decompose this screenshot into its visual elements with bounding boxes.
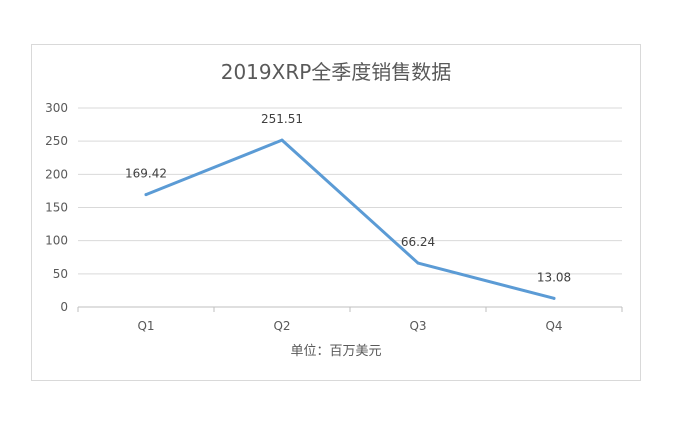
y-tick-label: 100 xyxy=(45,234,68,248)
x-axis: Q1 Q2 Q3 Q4 xyxy=(77,307,623,333)
x-axis-title: 单位：百万美元 xyxy=(290,344,381,359)
chart-frame xyxy=(31,44,641,381)
y-axis-ticks: 0 50 100 150 200 250 300 xyxy=(45,101,68,314)
y-tick-label: 300 xyxy=(45,101,68,115)
data-point xyxy=(280,138,284,142)
chart-title: 2019XRP全季度销售数据 xyxy=(221,60,452,84)
data-label: 169.42 xyxy=(125,167,167,181)
y-tick-label: 0 xyxy=(60,300,68,314)
data-label: 13.08 xyxy=(537,270,571,284)
y-tick-label: 150 xyxy=(45,201,68,215)
x-tick-label: Q3 xyxy=(409,319,426,333)
y-tick-label: 200 xyxy=(45,167,68,181)
y-tick-label: 250 xyxy=(45,134,68,148)
x-tick-label: Q4 xyxy=(545,319,562,333)
x-tick-label: Q1 xyxy=(137,319,154,333)
data-label: 251.51 xyxy=(261,112,303,126)
gridlines xyxy=(78,107,622,308)
y-tick-label: 50 xyxy=(53,267,68,281)
data-point xyxy=(416,261,420,265)
x-tick-label: Q2 xyxy=(273,319,290,333)
data-point xyxy=(552,296,556,300)
series-layer xyxy=(144,138,556,300)
data-labels: 169.42 251.51 66.24 13.08 xyxy=(125,112,571,284)
data-point xyxy=(144,193,148,197)
data-label: 66.24 xyxy=(401,235,435,249)
series-line xyxy=(144,138,556,300)
